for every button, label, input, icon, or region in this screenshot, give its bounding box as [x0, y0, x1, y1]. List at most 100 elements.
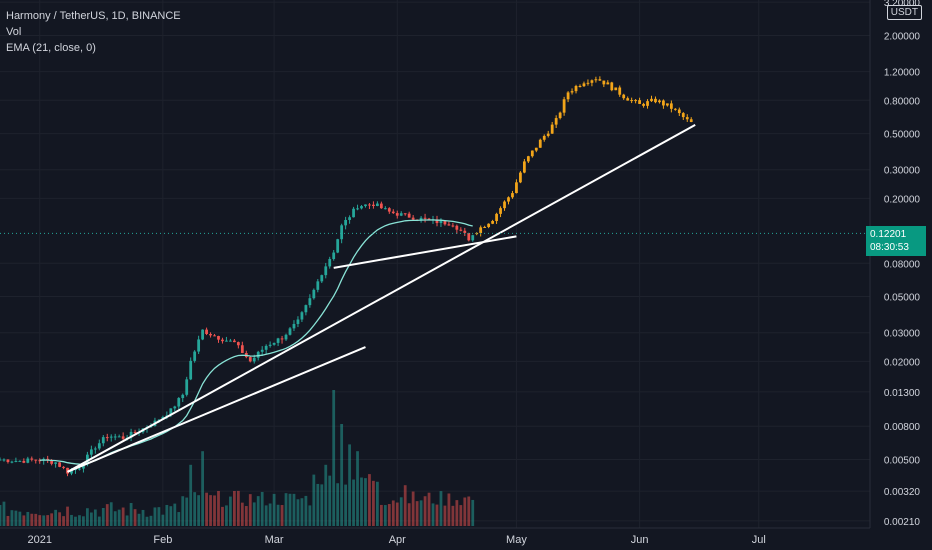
volume-bar	[165, 504, 169, 526]
volume-bar	[54, 509, 58, 526]
candle	[455, 224, 459, 234]
price-tick-label: 0.80000	[884, 96, 921, 107]
symbol-title[interactable]: Harmony / TetherUS, 1D, BINANCE	[6, 10, 181, 22]
projection-candle	[574, 84, 578, 94]
candle	[232, 338, 236, 343]
volume-bar	[240, 502, 244, 526]
volume-bar	[256, 496, 260, 526]
candle	[395, 210, 399, 219]
price-tick-label: 0.02000	[884, 357, 921, 368]
volume-bar	[169, 506, 173, 526]
projection-candle	[602, 80, 606, 88]
projection-candle	[669, 100, 673, 113]
volume-bar	[22, 515, 26, 526]
volume-bar	[451, 505, 455, 526]
trendline-1	[67, 346, 366, 473]
candle	[2, 458, 6, 462]
volume-bar	[149, 515, 153, 526]
projection-candle	[479, 225, 483, 237]
volume-bar	[121, 507, 125, 526]
candle	[97, 439, 101, 451]
candle	[463, 227, 467, 237]
projection-candle	[646, 99, 649, 109]
projection-candle	[542, 134, 546, 142]
currency-unit-badge[interactable]: USDT	[886, 5, 922, 20]
volume-bar	[467, 496, 471, 526]
volume-bar	[205, 492, 208, 526]
volume-bar	[379, 504, 383, 526]
volume-bar	[26, 511, 30, 526]
projection-candle	[491, 219, 494, 225]
volume-bar	[459, 505, 463, 526]
projection-candle	[495, 212, 498, 224]
volume-indicator-label[interactable]: Vol	[6, 26, 22, 38]
candle	[248, 355, 252, 363]
volume-bar	[308, 505, 312, 526]
volume-bar	[252, 502, 256, 526]
candle	[58, 462, 61, 468]
candle	[423, 213, 427, 223]
candle	[225, 336, 228, 342]
price-tick-label: 3.20000	[884, 0, 921, 9]
volume-bar	[236, 490, 240, 526]
volume-bar	[328, 475, 332, 526]
volume-bar	[117, 509, 121, 526]
candle	[364, 204, 367, 208]
volume-bar	[141, 509, 145, 526]
volume-bar	[463, 497, 467, 526]
projection-candle	[499, 206, 502, 218]
candle	[387, 207, 391, 214]
volume-bar	[284, 493, 288, 526]
candle	[360, 205, 363, 210]
candle	[117, 434, 121, 438]
candle	[229, 338, 232, 342]
price-tick-label: 0.00500	[884, 456, 921, 467]
candle	[288, 327, 292, 336]
projection-candle	[598, 76, 602, 81]
candle	[320, 274, 324, 284]
projection-candle	[578, 84, 582, 88]
volume-bar	[244, 506, 248, 526]
volume-bar	[403, 485, 407, 526]
projection-candle	[590, 79, 594, 87]
volume-bar	[312, 474, 316, 526]
candle	[217, 335, 220, 343]
price-tick-label: 2.00000	[884, 31, 921, 42]
volume-bar	[443, 505, 447, 526]
volume-bar	[336, 483, 340, 526]
volume-bar	[46, 515, 50, 526]
projection-candle	[658, 99, 661, 104]
projection-candle	[538, 138, 542, 148]
ema-indicator-label[interactable]: EMA (21, close, 0)	[6, 42, 96, 54]
projection-candle	[673, 108, 677, 111]
candle	[46, 455, 50, 463]
price-axis: 3.20000 2.00000 1.20000 0.80000 0.50000 0.300…	[884, 0, 921, 528]
time-tick-label: Jun	[631, 534, 649, 546]
candle	[316, 279, 320, 293]
volume-bar	[260, 491, 264, 526]
volume-bar	[14, 510, 18, 526]
volume-bar	[18, 511, 22, 526]
volume-bar	[10, 510, 14, 526]
price-tick-label: 0.05000	[884, 293, 921, 304]
projection-candle	[606, 80, 610, 85]
volume-bar	[137, 513, 141, 526]
candle	[54, 462, 58, 468]
candle	[292, 320, 296, 332]
volume-bar	[221, 506, 224, 526]
candle	[296, 316, 300, 328]
candle	[221, 337, 224, 344]
candle	[22, 458, 26, 464]
candle	[348, 215, 351, 224]
candle	[447, 221, 451, 226]
volume-bar	[292, 493, 296, 526]
volume-bar	[435, 504, 439, 526]
projection-candle	[642, 102, 645, 108]
candle	[451, 222, 455, 228]
projection-candle	[483, 225, 487, 228]
volume-bar	[431, 503, 435, 526]
time-tick-label: Feb	[153, 534, 172, 546]
candle	[189, 357, 193, 381]
volume-bar	[439, 491, 443, 526]
